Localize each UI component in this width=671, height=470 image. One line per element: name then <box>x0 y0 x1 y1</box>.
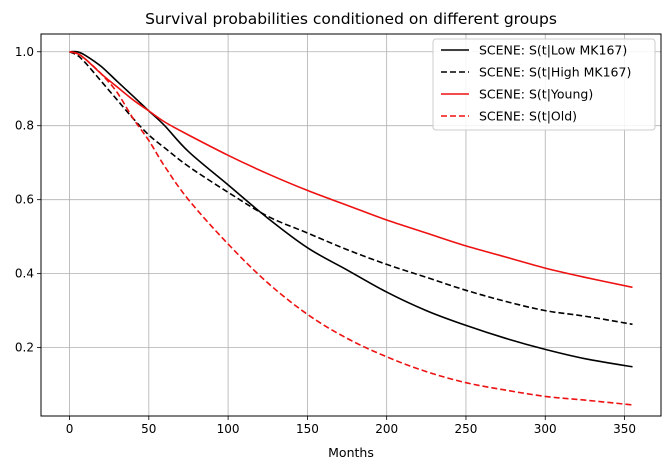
legend-label: SCENE: S(t|High MK167) <box>479 65 631 80</box>
legend-label: SCENE: S(t|Young) <box>479 87 593 102</box>
x-tick-label: 100 <box>217 422 240 436</box>
y-tick-label: 0.6 <box>15 193 34 207</box>
y-tick-label: 0.8 <box>15 119 34 133</box>
y-tick-label: 0.2 <box>15 341 34 355</box>
series-line-low-mk167 <box>69 50 633 368</box>
x-tick-label: 0 <box>66 422 74 436</box>
legend: SCENE: S(t|Low MK167) SCENE: S(t|High MK1… <box>432 38 656 131</box>
x-tick-label: 350 <box>613 422 636 436</box>
x-tick-label: 150 <box>296 422 319 436</box>
series-line-high-mk167 <box>69 51 633 326</box>
x-tick-label: 250 <box>455 422 478 436</box>
series-lines <box>69 50 633 406</box>
plot-frame <box>40 33 662 417</box>
x-tick-label: 200 <box>375 422 398 436</box>
legend-label: SCENE: S(t|Low MK167) <box>479 43 627 58</box>
x-axis-label: Months <box>328 445 374 460</box>
series-line-old <box>69 51 633 406</box>
axis-ticks: 0 50 100 150 200 250 300 350 0.2 0.4 0.6 0.8 1.0 <box>15 45 636 436</box>
legend-label: SCENE: S(t|Old) <box>479 109 577 124</box>
legend-box <box>432 38 656 131</box>
y-tick-label: 0.4 <box>15 267 34 281</box>
chart-title: Survival probabilities conditioned on di… <box>145 10 557 28</box>
x-tick-label: 50 <box>141 422 156 436</box>
x-tick-label: 300 <box>534 422 557 436</box>
y-tick-label: 1.0 <box>15 45 34 59</box>
